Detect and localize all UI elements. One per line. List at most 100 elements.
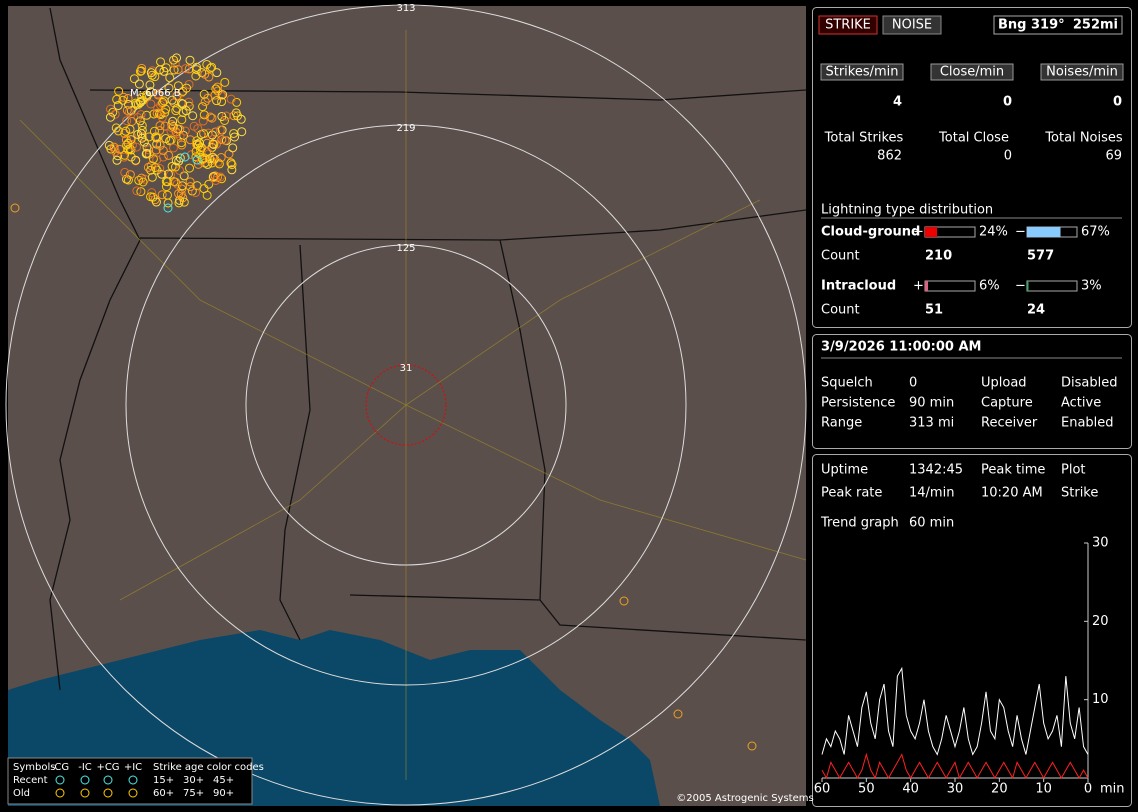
percent: 67% [1081,225,1110,240]
strike-symbol [163,198,173,208]
setting: Disabled [1061,376,1117,391]
strike-symbol [228,143,238,153]
stat: 14/min [909,486,954,501]
strike-symbol [136,110,146,120]
strike-symbol [197,154,207,164]
legend-symbol [103,788,113,798]
x-tick-label: 0 [1084,782,1092,797]
strike-symbol [191,188,201,198]
strike-symbol [137,92,147,102]
bar-track [1026,280,1078,292]
count-label: Count [821,249,860,264]
strike-symbol [619,596,629,606]
legend-row-label: Recent [13,775,48,786]
strike-symbol [215,125,225,135]
strike-symbol [673,709,683,719]
strike-symbol [211,84,221,94]
strike-symbol [192,136,202,146]
strike-symbol [164,150,174,160]
strike-symbol [150,72,160,82]
stat: Plot [1061,463,1086,478]
strike-symbol [208,139,218,149]
cluster-label: M: 6066 B [130,88,181,99]
noise-button[interactable] [882,15,942,35]
strike-symbol [205,112,215,122]
strike-symbol [155,121,165,131]
strike-symbol [134,175,144,185]
rate-label: Noises/min [1046,65,1118,80]
rate-label: Strikes/min [825,65,898,80]
strike-symbol [153,89,163,99]
strike-symbol [112,94,122,104]
strike-symbol [151,197,161,207]
strike-symbol [177,115,187,125]
setting: 90 min [909,396,954,411]
count: 210 [925,249,952,264]
strike-button[interactable] [818,15,878,35]
strike-symbol [747,741,757,751]
clock: 3/9/2026 11:00:00 AM [821,340,982,355]
strike-symbol [142,110,152,120]
stat: Strike [1061,486,1098,501]
legend-row-label: Old [13,788,30,799]
strike-symbol [185,55,195,65]
rate-value: 0 [1113,95,1122,110]
bearing: Bng 319° [998,18,1065,33]
strike-symbol [185,135,195,145]
strike-symbol [227,165,237,175]
trend-line [821,752,1089,780]
percent: 24% [979,225,1008,240]
sign: − [1015,279,1026,294]
strike-symbol [207,113,217,123]
strike-symbol [177,184,187,194]
x-tick-label: 20 [991,782,1008,797]
legend-column: -IC [78,762,92,773]
strike-symbol [119,92,129,102]
legend-age: 45+ [213,775,234,786]
strike-symbol [10,203,20,213]
total-value: 69 [1105,149,1122,164]
legend-age: 75+ [183,788,204,799]
strike-symbol [157,169,167,179]
strike-symbol [126,106,136,116]
strike-symbol [155,126,165,136]
distance: 252mi [1073,18,1118,33]
strike-symbol [172,53,182,63]
strike-symbol [142,90,152,100]
bearing-box [993,15,1123,35]
strike-symbol [216,153,226,163]
strike-symbol [167,161,177,171]
sign: + [913,279,924,294]
strike-symbol [146,161,156,171]
roads [19,30,807,780]
strike-symbol [163,203,173,213]
legend-title: Symbols [13,762,55,773]
setting: Receiver [981,416,1038,431]
strike-symbol [220,135,230,145]
strike-symbol [143,162,153,172]
strike-symbol [105,112,115,122]
strike-symbol [200,69,210,79]
strike-symbol [158,152,168,162]
strike-symbol [131,155,141,165]
strike-symbol [166,135,176,145]
strike-symbol [196,145,206,155]
strike-symbol [185,182,195,192]
strike-symbol [109,142,119,152]
strike-button-label: STRIKE [825,18,871,33]
strike-symbol [123,93,133,103]
strike-symbol [141,149,151,159]
ring-label: 219 [396,123,415,134]
stat: Peak rate [821,486,882,501]
close-ring [365,364,447,446]
strike-symbol [178,99,188,109]
strike-symbol [168,121,178,131]
total-value: 862 [877,149,902,164]
strike-symbol [125,170,135,180]
range-ring [5,4,807,806]
strike-symbol [212,68,222,78]
range-ring [245,244,567,566]
strike-symbol [199,110,209,120]
strike-symbol [161,182,171,192]
legend-symbol [80,775,90,785]
